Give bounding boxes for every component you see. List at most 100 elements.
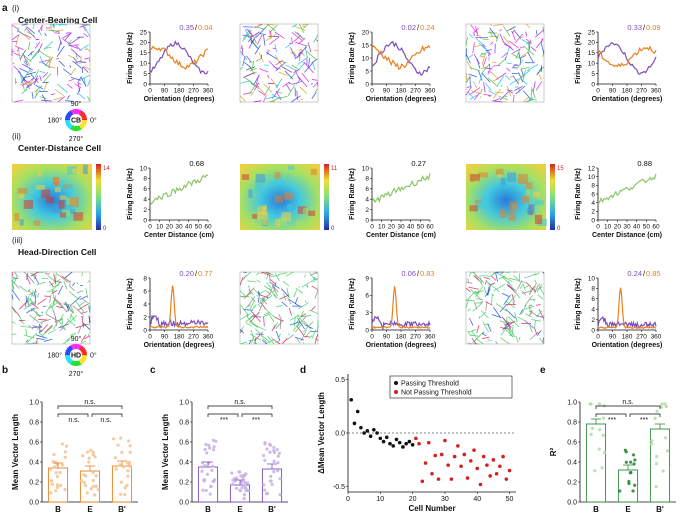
row1-cell2-trajectory-stroke: [240, 80, 251, 84]
row2-cell3-plot-y-tick-label: 4: [591, 200, 595, 207]
chart-d-point: [359, 425, 363, 430]
row1-cell2-trajectory-stroke: [294, 69, 301, 81]
chart-e-sig-right: ***: [640, 417, 648, 424]
row2-cell3-plot-x-label: Center Distance (cm): [592, 232, 662, 239]
row1-cell1-trajectory-stroke: [21, 23, 29, 26]
row1-cell1-ann-purple: 0.35: [179, 23, 194, 32]
hd-color-wheel-segment: [80, 347, 86, 352]
chart-d-point: [501, 454, 505, 459]
chart-b-y-tick-label: 0.0: [29, 500, 39, 507]
row3-cell2-trajectory-stroke: [239, 304, 249, 316]
chart-c-dot: [231, 478, 235, 482]
row1-cell3-trajectory-stroke: [535, 81, 543, 91]
chart-d-point: [397, 440, 402, 445]
row1-cell3-trajectory-stroke: [520, 51, 529, 57]
row3-cell3-trajectory-stroke: [538, 308, 544, 318]
row1-cell1-trajectory-stroke: [64, 34, 71, 41]
row1-cell2-plot-y-tick-label: 10: [362, 55, 370, 62]
chart-b-dot: [89, 487, 93, 491]
row1-cell2-trajectory-stroke: [254, 25, 265, 30]
row3-cell2-trajectory-stroke: [248, 340, 252, 345]
row3-cell2-trajectory-stroke: [247, 296, 256, 308]
chart-e-sig-left: ***: [608, 417, 616, 424]
row3-cell2-trajectory-stroke: [286, 287, 290, 297]
row3-cell3-trajectory-stroke: [495, 341, 498, 345]
cb-color-wheel-segment: [65, 116, 71, 119]
chart-b-dot: [50, 482, 54, 486]
row2-cell1-rate-map-patch: [18, 192, 25, 199]
row2-cell3-plot-y-tick-label: 12: [588, 165, 596, 172]
row1-cell3-trajectory-stroke: [534, 29, 544, 38]
hd-color-wheel-right: 0°: [90, 352, 97, 360]
chart-b-dot: [128, 450, 132, 454]
row3-cell1-trajectory-stroke: [66, 332, 77, 342]
row1-cell3-plot-y-tick-label: 15: [588, 50, 596, 57]
row3-cell2-trajectory-stroke: [263, 285, 273, 293]
chart-d-point: [462, 452, 467, 457]
chart-c-dot: [277, 451, 282, 455]
row1-cell3-trajectory-stroke: [488, 94, 491, 98]
row2-cell2-rate-map-patch: [241, 174, 250, 180]
chart-c-sig-top: n.s.: [234, 399, 245, 406]
row3-cell1-trajectory-stroke: [38, 332, 45, 338]
row3-cell2-plot-y-tick-label: 0: [365, 327, 369, 334]
row1-cell2-trajectory-stroke: [310, 83, 314, 85]
row1-cell1-trajectory-stroke: [68, 45, 79, 49]
row3-cell3-trajectory-stroke: [467, 342, 472, 345]
row1-cell1-trajectory-stroke: [47, 65, 56, 69]
row1-cell3-trajectory-stroke: [512, 53, 522, 60]
chart-c-dot: [241, 476, 245, 480]
row3-cell3-trajectory-stroke: [475, 338, 484, 345]
row1-cell1-trajectory-stroke: [76, 81, 82, 85]
row2-cell2-rate-map: [240, 164, 320, 230]
cb-color-wheel-segment: [70, 125, 74, 131]
chart-e-dot: [597, 447, 601, 451]
chart-d-point: [378, 436, 383, 441]
row1-cell2-trajectory-stroke: [242, 28, 251, 40]
row2-cell1-rate-map-patch: [54, 187, 61, 193]
row3-cell1-trajectory-stroke: [27, 301, 36, 308]
row3-cell2-trajectory-stroke: [266, 271, 269, 280]
chart-c-dot: [272, 445, 276, 450]
chart-e: 0.0 0.2 0.4 0.6 0.8 1.0 R² B E B' n.s. *** ***: [549, 399, 676, 514]
chart-c-dot: [264, 492, 269, 496]
row3-cell1-trajectory-stroke: [30, 272, 37, 277]
chart-d-x-tick-label: 0: [346, 496, 350, 503]
chart-d-x-tick-label: 20: [409, 496, 417, 503]
row3-cell2-trajectory-stroke: [250, 305, 257, 312]
row3-cell2-trajectory-stroke: [255, 328, 263, 337]
row3-cell2-trajectory-stroke: [270, 275, 280, 277]
row3-cell1-trajectory-stroke: [30, 307, 38, 312]
chart-d-point: [414, 436, 418, 441]
row2-cell2-rate-map-patch: [302, 207, 308, 214]
chart-b-dot: [54, 471, 58, 475]
chart-b-x-tick-label: B: [55, 505, 61, 514]
chart-d-point: [504, 477, 509, 481]
hd-color-wheel-segment: [65, 349, 71, 353]
row3-cell2-trajectory-stroke: [278, 333, 281, 338]
chart-b-dot: [89, 448, 93, 452]
row2-cell3-plot-y-label: Firing Rate (Hz): [575, 168, 582, 220]
row3-cell2-trajectory-stroke: [296, 314, 305, 325]
row3-cell3-trajectory-stroke: [480, 311, 486, 318]
chart-c-dot: [276, 469, 280, 473]
chart-e-dot: [627, 479, 631, 484]
row3-cell1-trajectory-stroke: [14, 271, 19, 278]
row2-cell1-rate-map-patch: [35, 185, 46, 190]
chart-e-y-tick-label: 0.4: [567, 460, 577, 467]
panel-letter-d: d: [300, 365, 307, 376]
row3-cell3-trajectory-stroke: [498, 275, 506, 280]
row3-cell2-trajectory-stroke: [308, 335, 313, 339]
row3-cell1-trajectory-stroke: [11, 277, 17, 280]
row3-cell1-trajectory-stroke: [44, 324, 53, 334]
row2-cell3-rate-map-patch: [526, 208, 531, 214]
chart-b-dot: [49, 491, 53, 495]
row1-cell1-trajectory-stroke: [29, 78, 35, 86]
row1-cell2-trajectory-stroke: [312, 81, 319, 88]
hd-color-wheel-hole: [70, 349, 82, 361]
row1-cell3-trajectory-stroke: [502, 35, 510, 45]
row3-cell1-trajectory-stroke: [45, 303, 52, 314]
row1-cell2-plot-x-tick-label: 270: [410, 88, 421, 95]
row1-cell1-trajectory-stroke: [20, 76, 27, 84]
